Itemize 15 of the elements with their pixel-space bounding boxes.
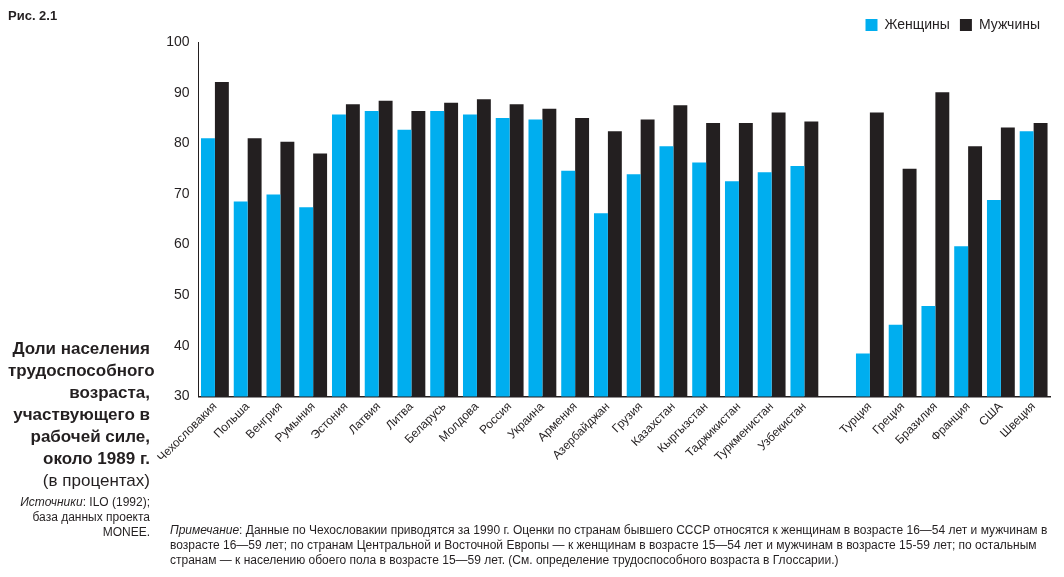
y-tick-label: 100 — [166, 32, 190, 49]
y-tick-label: 60 — [173, 235, 190, 252]
y-tick-label: 80 — [173, 134, 190, 151]
legend-label: Мужчины — [978, 15, 1040, 32]
y-tick-label: 70 — [173, 184, 190, 201]
y-tick-label: 40 — [173, 336, 190, 353]
text: Источники: ILO (1992); база данных проекта MONEE. — [20, 495, 150, 539]
text: Доли населения трудоспособного возраста, участвующего в рабочей силе, около 1989 г. — [8, 338, 155, 470]
text: (в процентах) — [41, 470, 150, 492]
legend-label: Женщины — [884, 15, 950, 32]
text: Рис. 2.1 — [8, 8, 58, 23]
text: Примечание: Данные по Чехословакии приводятся за 1990 г. Оценки по странам бывшего СССР относятся к женщинам в возрасте 16—54 лет и мужчинам в возрасте 16—59 лет; по странам Центральной и Восточной Европы — к женщинам в возрасте 15—54 лет и мужчинам в возрасте 15-59 лет; по остальным странам — к населению обоего пола в возрасте 15—59 лет. (См. определение трудоспособного возраста в Глоссарии.) — [170, 523, 1048, 567]
y-tick-label: 30 — [173, 387, 190, 404]
y-tick-label: 50 — [173, 286, 190, 303]
y-tick-label: 90 — [173, 83, 190, 100]
